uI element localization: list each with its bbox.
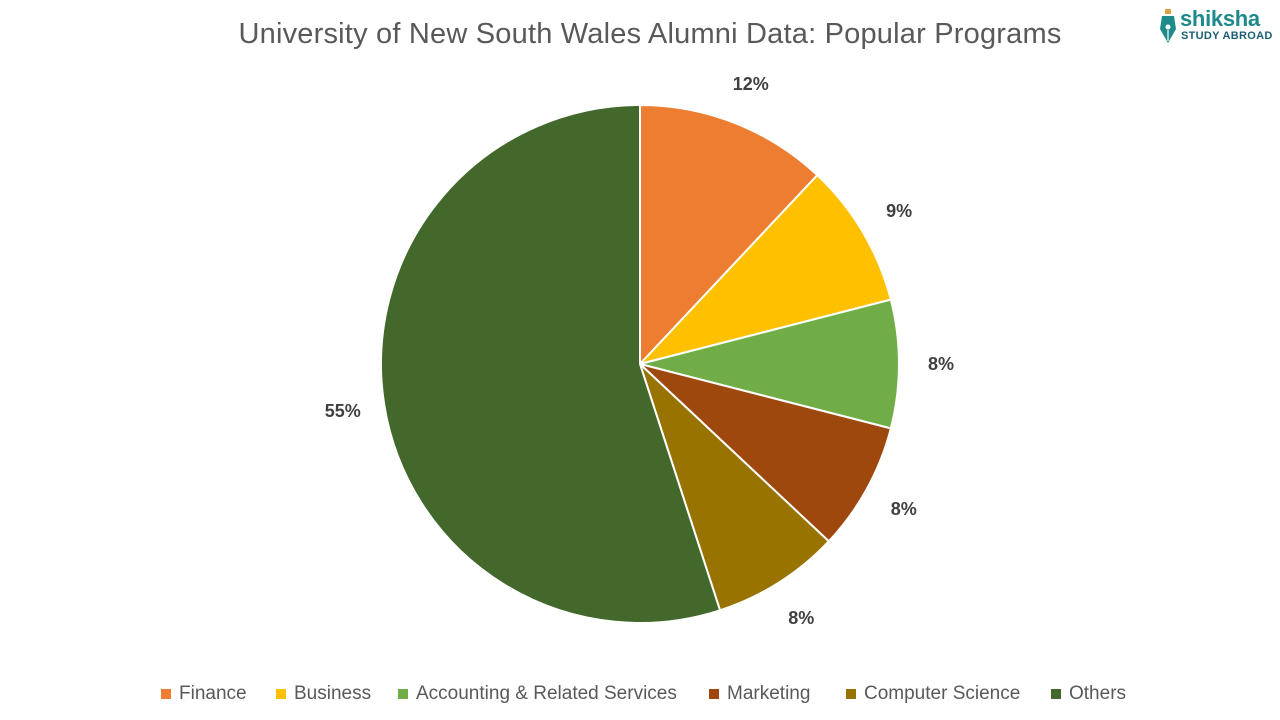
data-label-marketing: 8% [891, 499, 917, 519]
data-label-others: 55% [325, 401, 361, 421]
pie-slice-business [636, 173, 893, 366]
legend-swatch-computer-science [846, 689, 856, 699]
data-label-finance: 12% [733, 74, 769, 94]
shiksha-logo: shiksha STUDY ABROAD [1158, 6, 1272, 48]
data-label-accounting-related-services: 8% [928, 354, 954, 374]
legend-swatch-others [1051, 689, 1061, 699]
legend-label-finance: Finance [179, 683, 247, 704]
logo-tagline: STUDY ABROAD [1181, 30, 1273, 42]
legend-item-marketing: Marketing [709, 683, 810, 705]
legend-item-accounting: Accounting & Related Services [398, 683, 677, 705]
legend-item-finance: Finance [161, 683, 247, 705]
data-label-business: 9% [886, 201, 912, 221]
legend-swatch-marketing [709, 689, 719, 699]
chart-title: University of New South Wales Alumni Dat… [238, 18, 1062, 50]
legend-swatch-finance [161, 689, 171, 699]
legend-item-computer-science: Computer Science [846, 683, 1020, 705]
legend-swatch-business [276, 689, 286, 699]
pie-slice-marketing [639, 363, 893, 543]
legend-swatch-accounting [398, 689, 408, 699]
pie-slice-accounting-related-services [639, 298, 900, 430]
pie-chart: 12% 9% 8% 8% 8% 55% [325, 74, 954, 628]
logo-wordmark: shiksha [1180, 6, 1260, 31]
legend-item-others: Others [1051, 683, 1126, 705]
legend-label-marketing: Marketing [727, 683, 811, 704]
legend-item-business: Business [276, 683, 371, 705]
legend-label-others: Others [1069, 683, 1127, 704]
pie-slice-finance [639, 103, 819, 367]
data-label-computer-science: 8% [788, 608, 814, 628]
pie-slice-others [380, 103, 722, 624]
chart-legend: Finance Business Accounting & Related Se… [0, 683, 1280, 707]
pen-nib-icon [1160, 9, 1176, 43]
pie-slice-computer-science [639, 363, 831, 612]
legend-label-accounting: Accounting & Related Services [416, 683, 677, 704]
legend-label-computer-science: Computer Science [864, 683, 1021, 704]
legend-label-business: Business [294, 683, 372, 704]
